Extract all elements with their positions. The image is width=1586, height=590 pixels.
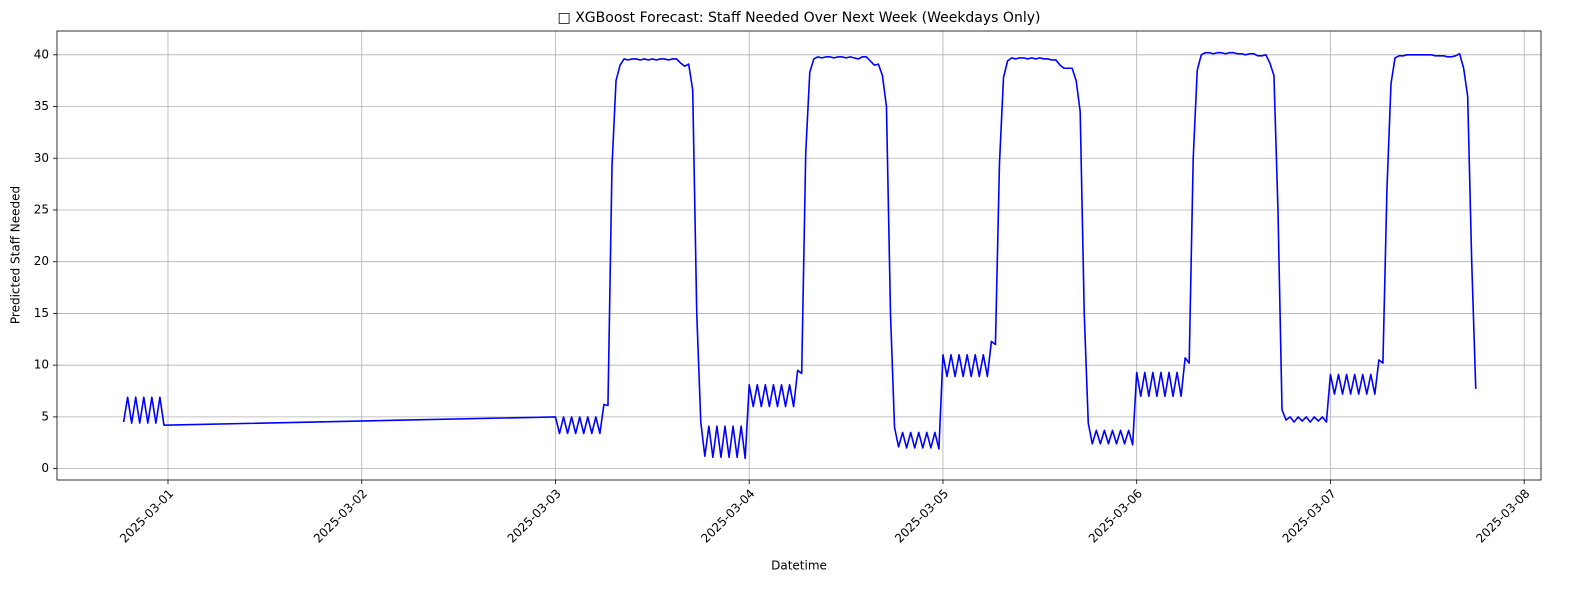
- data-line: [122, 51, 1477, 460]
- x-tick-label: 2025-03-06: [1086, 486, 1145, 545]
- chart-title: □ XGBoost Forecast: Staff Needed Over Ne…: [558, 10, 1041, 26]
- y-tick-label: 5: [41, 409, 49, 423]
- x-tick-label: 2025-03-08: [1473, 486, 1532, 545]
- y-tick-label: 25: [34, 202, 49, 216]
- y-tick-label: 30: [34, 151, 49, 165]
- x-tick-label: 2025-03-03: [505, 486, 564, 545]
- x-tick-label: 2025-03-02: [311, 486, 370, 545]
- x-tick-label: 2025-03-01: [117, 486, 176, 545]
- y-axis-label: Predicted Staff Needed: [9, 186, 23, 324]
- y-tick-label: 10: [34, 358, 49, 372]
- x-tick-label: 2025-03-05: [892, 486, 951, 545]
- y-tick-label: 40: [34, 47, 49, 61]
- x-tick-label: 2025-03-04: [698, 486, 757, 545]
- x-tick-label: 2025-03-07: [1280, 486, 1339, 545]
- x-axis-label: Datetime: [771, 559, 827, 573]
- plot-frame: [56, 30, 1542, 481]
- y-tick-label: 15: [34, 306, 49, 320]
- y-tick-label: 20: [34, 254, 49, 268]
- y-tick-label: 0: [41, 461, 49, 475]
- y-tick-label: 35: [34, 99, 49, 113]
